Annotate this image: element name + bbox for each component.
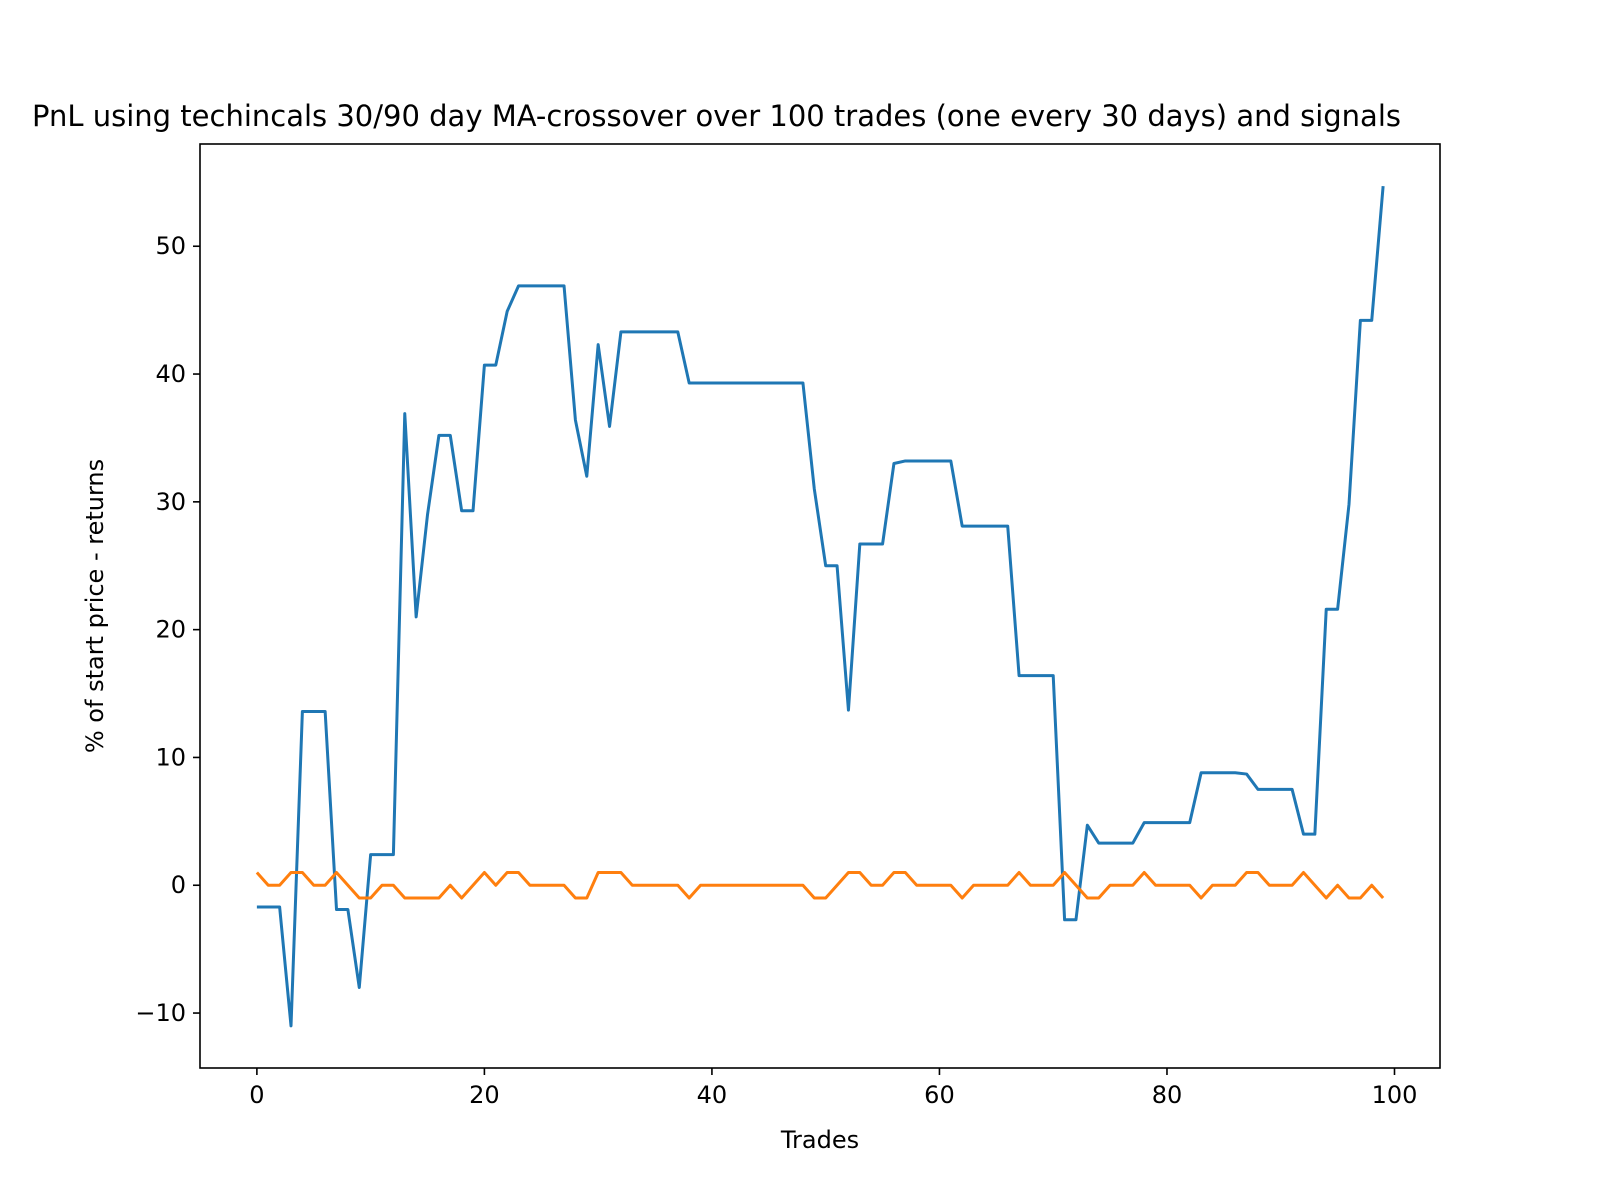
plot-frame	[199, 143, 1441, 1069]
series-layer	[255, 186, 1385, 1028]
x-tick-label: 80	[1152, 1081, 1183, 1109]
series-line-2	[255, 870, 1385, 900]
x-tick-label: 60	[924, 1081, 955, 1109]
y-tick-label: 30	[155, 488, 186, 516]
y-tick-label: 20	[155, 616, 186, 644]
x-tick-label: 40	[697, 1081, 728, 1109]
y-axis-label: % of start price - returns	[81, 459, 109, 753]
y-axis: −10 0 10 20 30 40 50	[135, 232, 200, 1027]
plot-background	[200, 144, 1440, 1068]
x-tick-label: 20	[469, 1081, 500, 1109]
y-tick-label: −10	[135, 999, 186, 1027]
x-tick-label: 0	[249, 1081, 264, 1109]
y-tick-label: 0	[171, 871, 186, 899]
plot-area	[199, 143, 1441, 1069]
x-axis-label: Trades	[780, 1126, 859, 1154]
y-tick-label: 10	[155, 743, 186, 771]
series-line-1	[256, 186, 1385, 1028]
chart-title: PnL using techincals 30/90 day MA-crosso…	[32, 99, 1401, 133]
y-tick-label: 50	[155, 232, 186, 260]
x-tick-label: 100	[1372, 1081, 1418, 1109]
y-tick-label: 40	[155, 360, 186, 388]
x-axis: 0 20 40 60 80 100	[249, 1068, 1417, 1109]
